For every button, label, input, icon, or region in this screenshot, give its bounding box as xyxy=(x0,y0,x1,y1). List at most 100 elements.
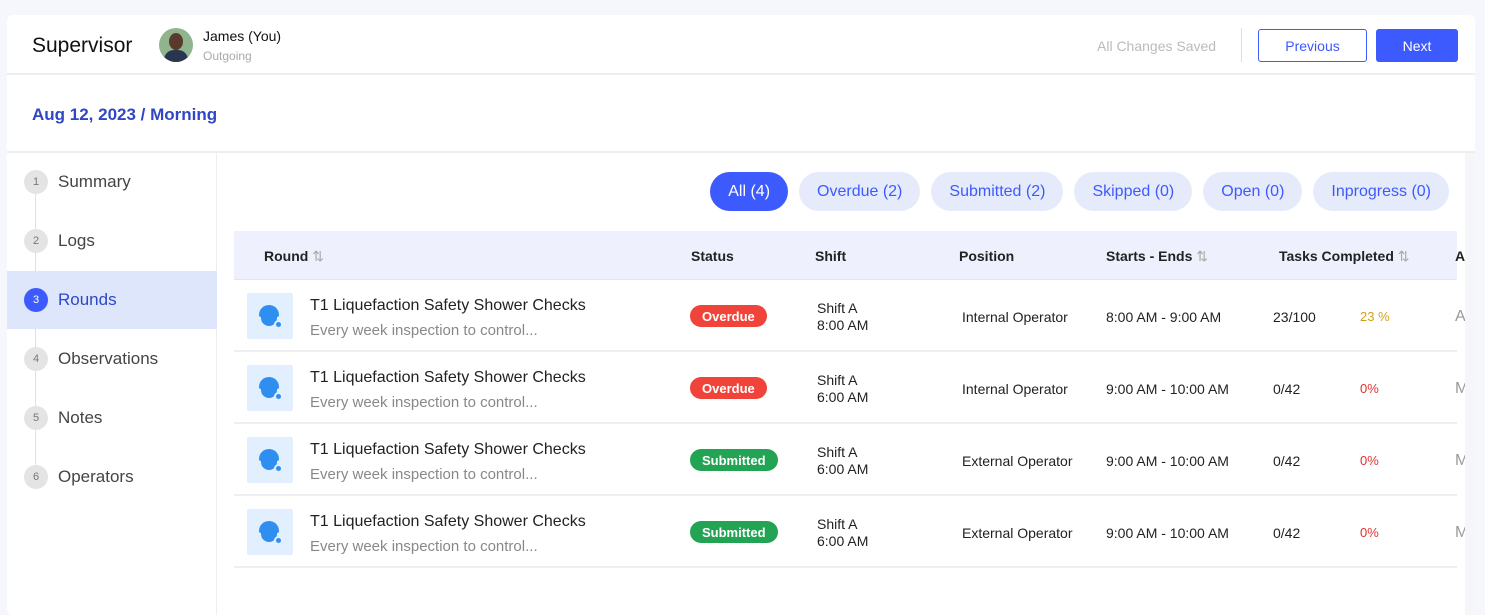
previous-button[interactable]: Previous xyxy=(1258,29,1367,62)
tasks-completed: 23/100 xyxy=(1273,309,1316,325)
round-title[interactable]: T1 Liquefaction Safety Shower Checks xyxy=(310,513,586,530)
filter-chips: All (4) Overdue (2) Submitted (2) Skipped (… xyxy=(710,172,1449,211)
supervisor-panel: Supervisor James (You) Outgoing All Chan… xyxy=(7,15,1475,615)
table-row[interactable]: T1 Liquefaction Safety Shower Checks Eve… xyxy=(234,280,1465,352)
sidebar-item-label: Observations xyxy=(58,349,159,368)
divider xyxy=(1241,28,1242,62)
round-description: Every week inspection to control... xyxy=(310,466,538,483)
assignee: Me xyxy=(1455,380,1465,397)
position: Internal Operator xyxy=(962,381,1068,397)
table-row[interactable]: T1 Liquefaction Safety Shower Checks Eve… xyxy=(234,496,1465,568)
helmet-icon xyxy=(247,509,293,555)
helmet-icon xyxy=(247,365,293,411)
shift-name: Shift A xyxy=(817,444,858,460)
completion-percent: 0% xyxy=(1360,453,1379,468)
completion-percent: 0% xyxy=(1360,381,1379,396)
sidebar-item-notes[interactable]: 5 Notes xyxy=(7,389,217,447)
sidebar-item-observations[interactable]: 4 Observations xyxy=(7,330,217,388)
starts-ends: 8:00 AM - 9:00 AM xyxy=(1106,309,1222,325)
shift-time: 8:00 AM xyxy=(817,317,869,333)
user-name: James (You) xyxy=(203,28,282,44)
status-badge: Overdue xyxy=(690,305,767,327)
step-number: 2 xyxy=(24,229,48,253)
filter-chip-open[interactable]: Open (0) xyxy=(1203,172,1303,211)
round-title[interactable]: T1 Liquefaction Safety Shower Checks xyxy=(310,297,586,314)
sidebar-steps: 1 Summary 2 Logs 3 Rounds 4 Observations 5 Notes 6… xyxy=(7,153,217,615)
tasks-completed: 0/42 xyxy=(1273,381,1301,397)
round-description: Every week inspection to control... xyxy=(310,538,538,555)
next-button[interactable]: Next xyxy=(1376,29,1458,62)
round-title[interactable]: T1 Liquefaction Safety Shower Checks xyxy=(310,369,586,386)
column-label: Starts - Ends xyxy=(1106,248,1193,264)
assignee: Am xyxy=(1455,308,1465,325)
step-number: 1 xyxy=(24,170,48,194)
filter-chip-overdue[interactable]: Overdue (2) xyxy=(799,172,921,211)
shift: Shift A 6:00 AM xyxy=(817,516,868,550)
column-header-shift[interactable]: Shift xyxy=(815,248,846,264)
shift-name: Shift A xyxy=(817,300,858,316)
position: External Operator xyxy=(962,525,1073,541)
starts-ends: 9:00 AM - 10:00 AM xyxy=(1106,525,1229,541)
helmet-icon xyxy=(247,437,293,483)
filter-chip-submitted[interactable]: Submitted (2) xyxy=(931,172,1064,211)
helmet-icon xyxy=(247,293,293,339)
starts-ends: 9:00 AM - 10:00 AM xyxy=(1106,381,1229,397)
date-label: Aug 12, 2023 / Morning xyxy=(7,75,1475,153)
sidebar-item-label: Summary xyxy=(58,172,131,191)
scrollbar[interactable] xyxy=(1465,153,1475,615)
column-header-status[interactable]: Status xyxy=(691,248,734,264)
completion-percent: 23 % xyxy=(1360,309,1390,324)
sort-icon[interactable]: ⇅ xyxy=(312,248,324,264)
status-badge: Submitted xyxy=(690,449,778,471)
table-header: Round ⇅ Status Shift Position Starts - Ends … xyxy=(234,231,1467,280)
page-title: Supervisor xyxy=(32,34,133,57)
sort-icon[interactable]: ⇅ xyxy=(1397,248,1410,264)
step-number: 3 xyxy=(24,288,48,312)
shift-name: Shift A xyxy=(817,372,858,388)
column-header-starts-ends[interactable]: Starts - Ends ⇅ xyxy=(1106,248,1208,265)
shift: Shift A 6:00 AM xyxy=(817,444,868,478)
filter-chip-skipped[interactable]: Skipped (0) xyxy=(1074,172,1193,211)
column-label: Ass xyxy=(1455,248,1467,264)
sidebar-item-logs[interactable]: 2 Logs xyxy=(7,212,217,270)
column-label: Shift xyxy=(815,248,847,264)
shift-name: Shift A xyxy=(817,516,858,532)
tasks-completed: 0/42 xyxy=(1273,525,1301,541)
filter-chip-all[interactable]: All (4) xyxy=(710,172,789,211)
sidebar-item-summary[interactable]: 1 Summary xyxy=(7,153,217,211)
round-description: Every week inspection to control... xyxy=(310,322,538,339)
tasks-completed: 0/42 xyxy=(1273,453,1301,469)
completion-percent: 0% xyxy=(1360,525,1379,540)
status-badge: Overdue xyxy=(690,377,767,399)
column-header-tasks-completed[interactable]: Tasks Completed ⇅ xyxy=(1279,248,1410,265)
filter-chip-inprogress[interactable]: Inprogress (0) xyxy=(1313,172,1449,211)
round-title[interactable]: T1 Liquefaction Safety Shower Checks xyxy=(310,441,586,458)
shift-time: 6:00 AM xyxy=(817,389,869,405)
sidebar-item-operators[interactable]: 6 Operators xyxy=(7,448,217,506)
column-header-round[interactable]: Round ⇅ xyxy=(264,248,324,265)
sidebar-item-rounds[interactable]: 3 Rounds xyxy=(7,271,217,329)
assignee: Me xyxy=(1455,524,1465,541)
user-role: Outgoing xyxy=(203,49,252,63)
table-row[interactable]: T1 Liquefaction Safety Shower Checks Eve… xyxy=(234,352,1465,424)
shift: Shift A 8:00 AM xyxy=(817,300,868,334)
save-status: All Changes Saved xyxy=(1097,38,1217,54)
column-header-position[interactable]: Position xyxy=(959,248,1014,264)
sort-icon[interactable]: ⇅ xyxy=(1196,248,1208,264)
sidebar-item-label: Logs xyxy=(58,231,95,250)
shift-time: 6:00 AM xyxy=(817,533,869,549)
table-row[interactable]: T1 Liquefaction Safety Shower Checks Eve… xyxy=(234,424,1465,496)
column-header-ass[interactable]: Ass xyxy=(1455,248,1467,264)
avatar xyxy=(159,28,193,62)
round-description: Every week inspection to control... xyxy=(310,394,538,411)
column-label: Status xyxy=(691,248,734,264)
column-label: Round xyxy=(264,248,309,264)
sidebar-item-label: Rounds xyxy=(58,290,117,309)
starts-ends: 9:00 AM - 10:00 AM xyxy=(1106,453,1229,469)
shift: Shift A 6:00 AM xyxy=(817,372,868,406)
rounds-table: Round ⇅ Status Shift Position Starts - Ends … xyxy=(234,231,1467,568)
shift-time: 6:00 AM xyxy=(817,461,869,477)
status-badge: Submitted xyxy=(690,521,778,543)
header: Supervisor James (You) Outgoing All Chan… xyxy=(7,15,1475,75)
sidebar-item-label: Notes xyxy=(58,408,103,427)
